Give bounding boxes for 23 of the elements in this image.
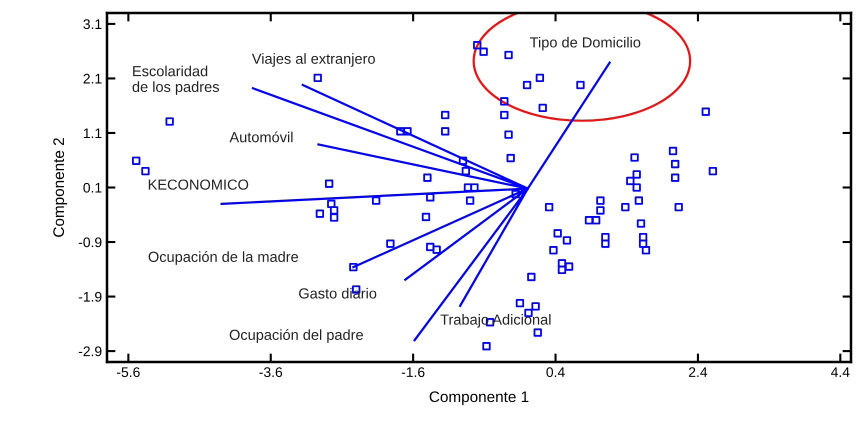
x-tick-label: 0.4 xyxy=(546,367,565,378)
x-tick-label: 2.4 xyxy=(688,367,708,377)
annotation: Tipo de Domicilio xyxy=(530,36,640,50)
x-tick-label: 4.4 xyxy=(830,367,850,377)
y-axis-title: Componente 2 xyxy=(53,138,68,237)
annotation: Viajes al extranjero xyxy=(252,53,375,67)
y-tick-label: 3.1 xyxy=(83,19,102,30)
annotation: Automóvil xyxy=(229,131,293,142)
x-tick-label: -1.6 xyxy=(402,367,424,378)
annotation: KECONOMICO xyxy=(148,179,248,190)
x-tick-label: -5.6 xyxy=(117,367,140,378)
y-tick-label: -0.9 xyxy=(78,237,102,248)
y-tick-label: -2.9 xyxy=(78,346,102,356)
x-axis-title: Componente 1 xyxy=(430,391,528,406)
y-tick-label: 2.1 xyxy=(84,74,102,84)
y-tick-label: 0.1 xyxy=(83,182,102,193)
annotation: Ocupación de la madre xyxy=(148,251,298,265)
y-tick-label: -1.9 xyxy=(78,292,102,302)
annotation: Escolaridad de los padres xyxy=(132,66,219,95)
x-tick-label: -3.6 xyxy=(259,367,282,378)
annotation: Gasto diario xyxy=(299,288,376,299)
annotation: Ocupación del padre xyxy=(230,329,363,343)
y-tick-label: 1.1 xyxy=(84,128,102,138)
